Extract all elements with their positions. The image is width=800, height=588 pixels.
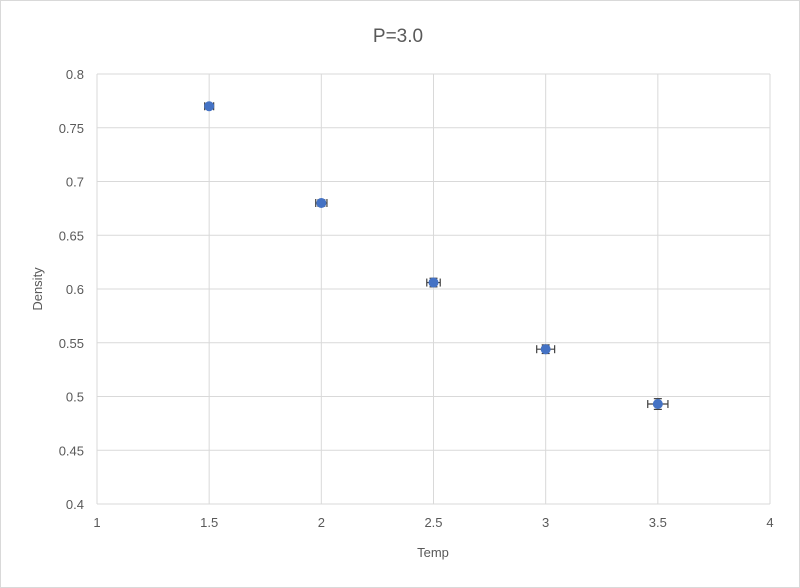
data-point xyxy=(204,101,215,112)
data-point xyxy=(316,198,327,208)
y-tick-label: 0.45 xyxy=(59,443,84,458)
y-tick-label: 0.8 xyxy=(66,67,84,82)
y-tick-label: 0.75 xyxy=(59,121,84,136)
x-tick-label: 1.5 xyxy=(200,515,218,530)
x-axis-title: Temp xyxy=(417,545,449,560)
chart-title: P=3.0 xyxy=(373,26,423,47)
y-axis-title: Density xyxy=(30,267,45,311)
data-point xyxy=(652,399,663,410)
x-tick-label: 4 xyxy=(766,515,773,530)
x-tick-label: 2.5 xyxy=(424,515,442,530)
x-tick-label: 3 xyxy=(542,515,549,530)
data-point xyxy=(428,277,439,288)
y-tick-label: 0.6 xyxy=(66,282,84,297)
y-tick-label: 0.55 xyxy=(59,336,84,351)
data-points xyxy=(204,101,663,410)
y-tick-label: 0.4 xyxy=(66,497,84,512)
x-axis-ticks: 1 1.5 2 2.5 3 3.5 4 xyxy=(93,515,773,530)
x-tick-label: 1 xyxy=(93,515,100,530)
y-tick-label: 0.5 xyxy=(66,390,84,405)
data-point xyxy=(540,344,551,355)
y-tick-label: 0.65 xyxy=(59,228,84,243)
x-tick-label: 3.5 xyxy=(649,515,667,530)
y-tick-label: 0.7 xyxy=(66,175,84,190)
y-axis-ticks: 0.4 0.45 0.5 0.55 0.6 0.65 0.7 0.75 0.8 xyxy=(59,67,84,512)
grid-lines xyxy=(96,73,771,505)
error-bars xyxy=(204,102,669,410)
x-tick-label: 2 xyxy=(318,515,325,530)
